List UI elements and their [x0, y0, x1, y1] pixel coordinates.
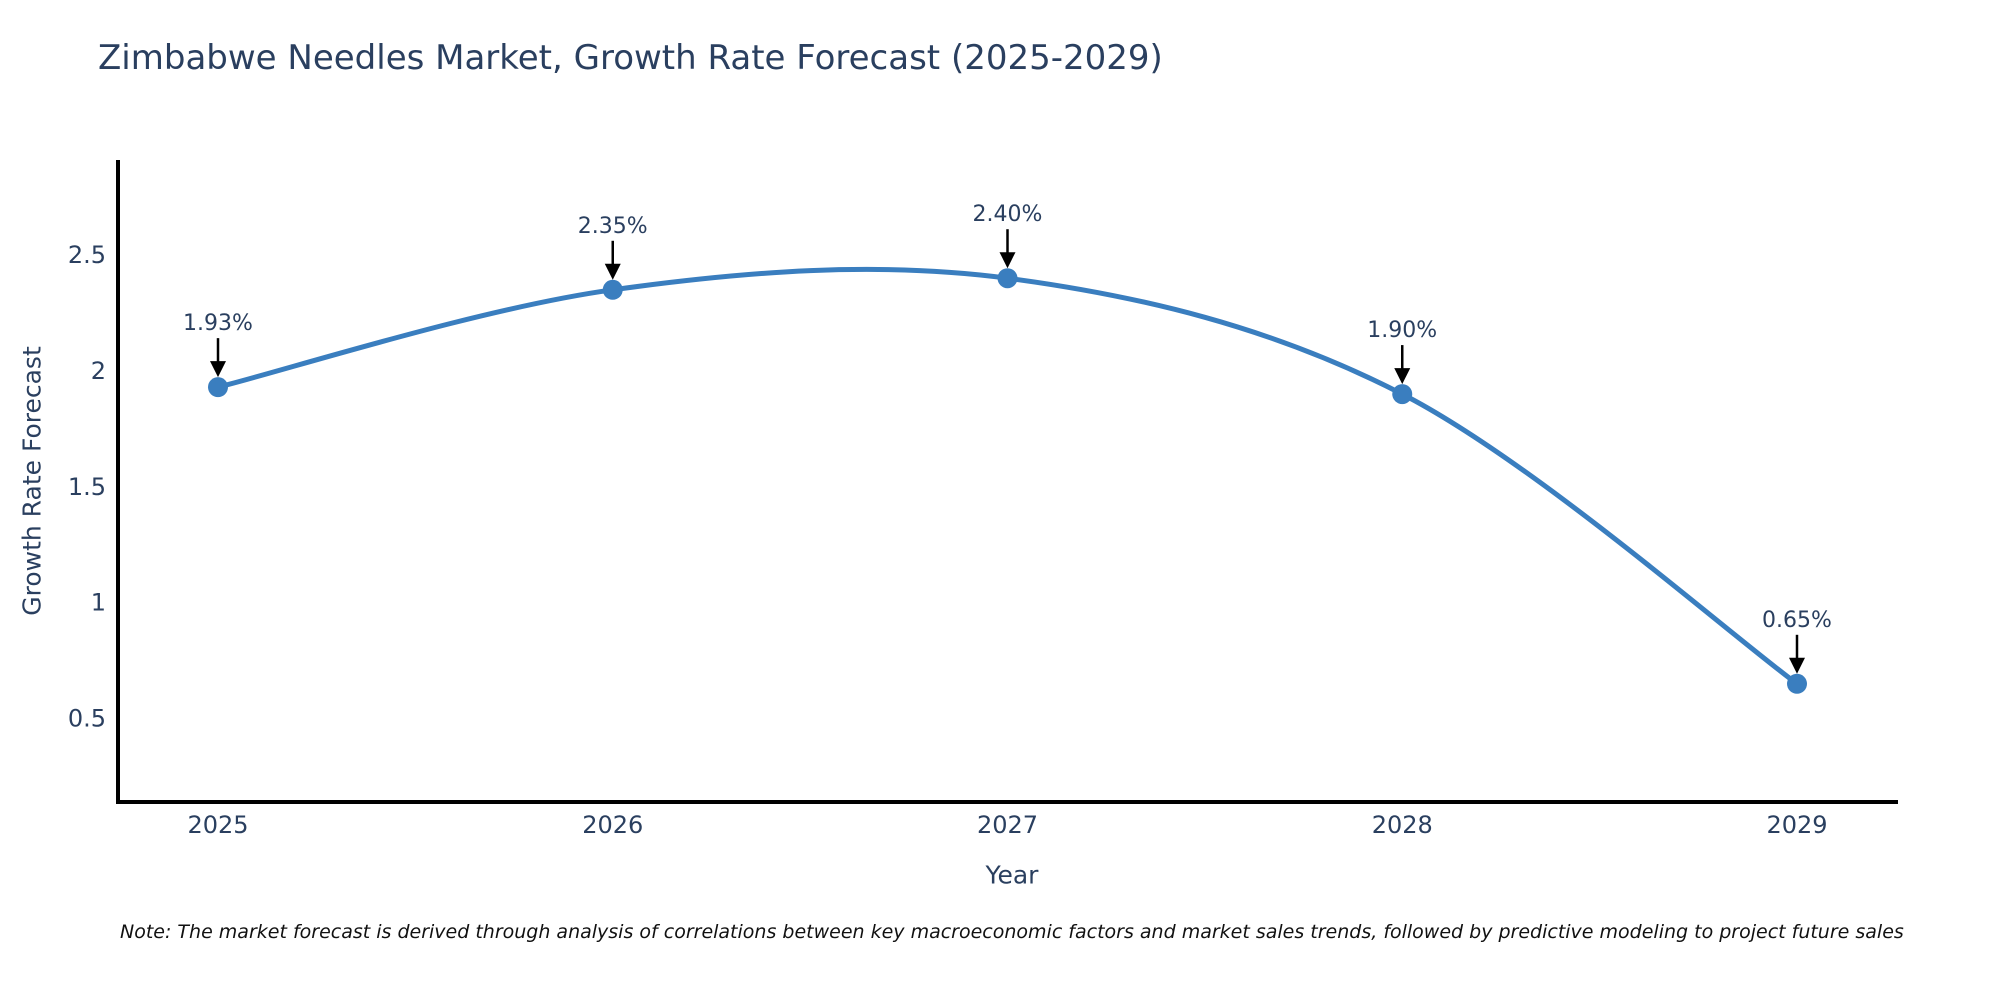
y-tick-label: 2.5 — [68, 241, 106, 269]
annotation-arrowhead — [210, 361, 226, 378]
data-point-label: 2.40% — [973, 202, 1043, 227]
data-point-marker — [1392, 384, 1413, 405]
x-tick-label: 2025 — [187, 811, 248, 839]
x-tick-label: 2027 — [977, 811, 1038, 839]
y-tick-label: 1 — [91, 589, 106, 617]
footnote: Note: The market forecast is derived thr… — [120, 921, 1904, 943]
data-point-label: 1.93% — [183, 311, 253, 336]
data-point-label: 1.90% — [1367, 318, 1437, 343]
forecast-line — [217, 266, 1799, 686]
y-tick-label: 0.5 — [68, 705, 106, 733]
y-tick-label: 1.5 — [68, 473, 106, 501]
chart-title: Zimbabwe Needles Market, Growth Rate For… — [98, 38, 1163, 78]
data-point-label: 2.35% — [578, 214, 648, 239]
annotation-arrowhead — [1789, 657, 1805, 674]
data-point-marker — [997, 268, 1018, 289]
annotation-arrowhead — [1394, 368, 1411, 385]
data-point-marker — [602, 279, 623, 300]
data-point-marker — [1787, 673, 1807, 694]
x-tick-label: 2026 — [582, 811, 643, 839]
x-axis-title: Year — [985, 860, 1039, 890]
annotation-arrowhead — [604, 263, 621, 280]
data-point-label: 0.65% — [1762, 608, 1832, 633]
x-tick-label: 2029 — [1766, 811, 1827, 839]
y-tick-label: 2 — [91, 357, 106, 385]
annotation-arrowhead — [999, 252, 1016, 269]
data-point-marker — [208, 377, 228, 398]
x-tick-label: 2028 — [1372, 811, 1433, 839]
